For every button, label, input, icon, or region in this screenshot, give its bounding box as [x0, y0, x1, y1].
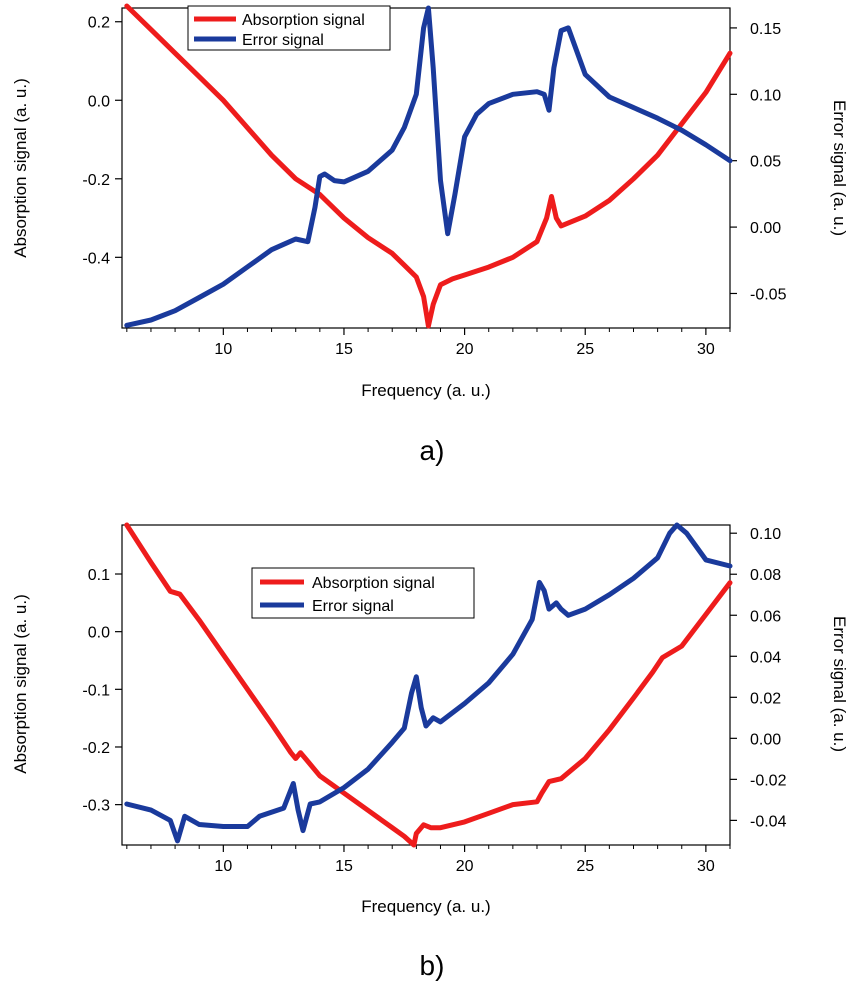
series-line-absorption-signal [124, 522, 733, 848]
left-tick-label: -0.1 [82, 682, 110, 699]
left-tick-label: -0.4 [82, 250, 110, 267]
series-line-absorption-signal [124, 3, 733, 329]
left-tick-label: 0.0 [88, 93, 110, 110]
x-tick-label: 30 [697, 341, 715, 358]
x-tick-label: 10 [214, 858, 232, 875]
x-tick-label: 20 [456, 341, 474, 358]
right-tick-label: -0.05 [750, 286, 787, 303]
x-tick-label: 10 [214, 341, 232, 358]
x-axis-label: Frequency (a. u.) [361, 897, 490, 916]
right-tick-label: 0.15 [750, 21, 781, 38]
right-tick-label: 0.02 [750, 690, 781, 707]
right-tick-label: 0.10 [750, 526, 781, 543]
x-tick-label: 20 [456, 858, 474, 875]
series-line-error-signal [124, 5, 733, 328]
chart-panel-b: 10 15 20 25 30 0.10.0-0.1-0.2-0.3 0.100.080.… [11, 522, 849, 981]
legend: Absorption signal Error signal [187, 5, 391, 51]
left-axis-ticks: 0.1 0.0 -0.1 -0.2 -0.3 [82, 567, 122, 815]
legend-box [187, 5, 391, 51]
x-tick-label: 25 [576, 341, 594, 358]
panel-label: b) [420, 950, 445, 981]
x-axis-ticks: 10 15 20 25 30 [126, 845, 731, 875]
left-axis-ticks: 0.2 0.0 -0.2 -0.4 [82, 15, 122, 267]
right-axis-label: Error signal (a. u.) [830, 100, 849, 236]
right-axis-ticks: 0.15 0.10 0.05 0.00 -0.05 [730, 21, 787, 303]
x-axis-label: Frequency (a. u.) [361, 381, 490, 400]
legend-label-absorption: Absorption signal [312, 575, 435, 592]
left-tick-label: 0.1 [88, 567, 110, 584]
right-tick-label: 0.06 [750, 608, 781, 625]
x-tick-label: 15 [335, 341, 353, 358]
right-tick-label: 0.10 [750, 87, 781, 104]
right-tick-label: -0.04 [750, 813, 787, 830]
chart-panel-a: 10 15 20 25 30 0.20.0-0.2-0.4 0.150.100.050.… [11, 3, 849, 466]
legend-label-absorption: Absorption signal [242, 12, 365, 29]
right-tick-label: 0.00 [750, 731, 781, 748]
left-axis-label: Absorption signal (a. u.) [11, 78, 30, 258]
legend-box [251, 567, 475, 619]
series-line-error-signal [124, 522, 733, 844]
right-axis-ticks: 0.10 0.08 0.06 0.04 0.02 0.00 -0.02 -0.04 [730, 526, 787, 830]
series-layer [124, 3, 733, 329]
left-tick-label: -0.3 [82, 798, 110, 815]
left-tick-label: -0.2 [82, 172, 110, 189]
series-layer [124, 522, 733, 848]
x-tick-label: 25 [576, 858, 594, 875]
x-tick-label: 15 [335, 858, 353, 875]
left-tick-label: 0.0 [88, 625, 110, 642]
right-tick-label: 0.08 [750, 567, 781, 584]
right-tick-label: 0.05 [750, 154, 781, 171]
left-axis-label: Absorption signal (a. u.) [11, 594, 30, 774]
legend: Absorption signal Error signal [251, 567, 475, 619]
legend-label-error: Error signal [242, 32, 324, 49]
x-tick-label: 30 [697, 858, 715, 875]
legend-label-error: Error signal [312, 598, 394, 615]
right-tick-label: -0.02 [750, 772, 787, 789]
left-tick-label: -0.2 [82, 740, 110, 757]
panel-label: a) [420, 435, 445, 466]
plot-frame [121, 7, 731, 329]
right-tick-label: 0.00 [750, 220, 781, 237]
right-axis-label: Error signal (a. u.) [830, 616, 849, 752]
x-axis-ticks: 10 15 20 25 30 [126, 328, 731, 358]
left-tick-label: 0.2 [88, 15, 110, 32]
right-tick-label: 0.04 [750, 649, 781, 666]
plot-frame [121, 524, 731, 846]
